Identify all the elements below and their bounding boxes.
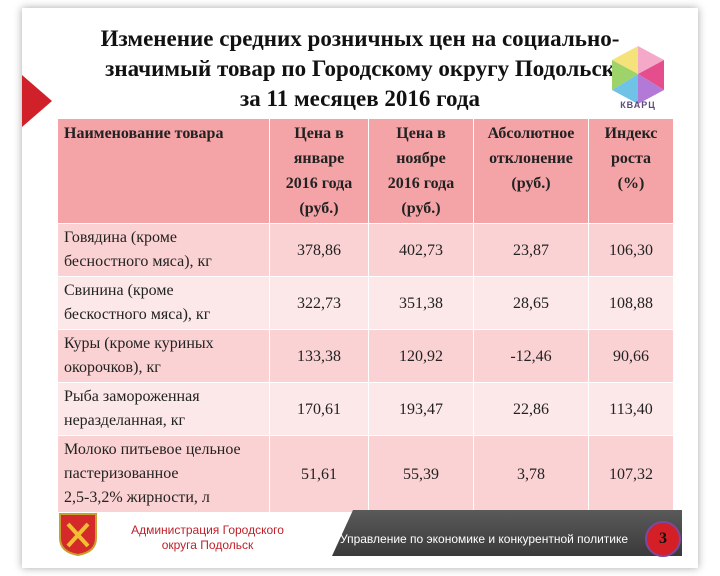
table-cell: 170,61 [269,382,369,436]
product-name: Куры (кроме куриных окорочков), кг [57,329,270,383]
page-number: 3 [645,521,681,557]
coat-of-arms [59,513,97,556]
table-cell: 90,66 [588,329,674,383]
table-row: Молоко питьевое цельное пастеризованное 2,… [57,435,674,513]
title: Изменение средних розничных цен на социа… [60,24,660,114]
column-header-line: 2016 года [285,175,353,192]
product-name-line: Молоко питьевое цельное [64,441,241,458]
table-cell: 28,65 [473,276,589,330]
logo-graphic [612,46,664,104]
administration-line: Администрация Городского [131,523,284,537]
header-row: Наименование товара Цена в январе 2016 года… [57,118,674,224]
product-name-line: окорочков), кг [64,359,161,376]
column-header-line: отклонение [489,150,573,167]
column-header-line: ноябре [396,150,446,167]
column-header: Цена в ноябре 2016 года (руб.) [368,118,474,224]
product-name-line: Рыба замороженная [64,388,200,405]
column-header-line: (руб.) [299,200,339,217]
title-line: за 11 месяцев 2016 года [239,86,480,111]
table-row: Свинина (кроме бескостного мяса), кг 322,7… [57,276,674,330]
table-cell: 108,88 [588,276,674,330]
column-header-line: Абсолютное [487,125,575,142]
column-header-line: (руб.) [401,200,441,217]
title-line: Изменение средних розничных цен на социа… [100,26,620,51]
price-table: Наименование товара Цена в январе 2016 года… [57,118,674,513]
column-header-line: Цена в [396,125,446,142]
table-cell: 351,38 [368,276,474,330]
product-name-line: Свинина (кроме [64,282,174,299]
table-cell: 22,86 [473,382,589,436]
product-name-line: 2,5-3,2% жирности, л [64,489,210,506]
column-header-line: роста [610,150,652,167]
column-header-line: 2016 года [387,175,455,192]
table-cell: 113,40 [588,382,674,436]
table-cell: 106,30 [588,223,674,277]
product-name-line: бесностного мяса), кг [64,253,212,270]
administration-line: округа Подольск [161,538,254,552]
product-name: Рыба замороженная неразделанная, кг [57,382,270,436]
footer-band [332,510,682,556]
administration-text: Администрация Городского округа Подольск [110,523,305,553]
column-header-line: январе [293,150,345,167]
logo-text: КВАРЦ [620,100,656,110]
column-header: Наименование товара [57,118,270,224]
department-text: Управление по экономике и конкурентной п… [340,532,629,546]
product-name-line: Говядина (кроме [64,229,177,246]
table-cell: 3,78 [473,435,589,513]
column-header: Цена в январе 2016 года (руб.) [269,118,369,224]
column-header-line: (%) [617,175,645,192]
title-line: значимый товар по Городскому округу Подо… [105,56,615,81]
red-triangle [22,75,52,127]
product-name-line: пастеризованное [64,465,179,482]
table-cell: 55,39 [368,435,474,513]
product-name-line: неразделанная, кг [64,412,186,429]
product-name: Свинина (кроме бескостного мяса), кг [57,276,270,330]
column-header: Индекс роста (%) [588,118,674,224]
table-row: Рыба замороженная неразделанная, кг 170,61… [57,382,674,436]
column-header-line: Наименование товара [64,125,224,142]
table-cell: -12,46 [473,329,589,383]
table-cell: 133,38 [269,329,369,383]
table-cell: 378,86 [269,223,369,277]
table-row: Говядина (кроме бесностного мяса), кг 378,… [57,223,674,277]
table-cell: 402,73 [368,223,474,277]
product-name: Молоко питьевое цельное пастеризованное 2,… [57,435,270,513]
table-cell: 23,87 [473,223,589,277]
column-header: Абсолютное отклонение (руб.) [473,118,589,224]
product-name: Говядина (кроме бесностного мяса), кг [57,223,270,277]
column-header-line: Индекс [604,125,658,142]
table-cell: 51,61 [269,435,369,513]
table-row: Куры (кроме куриных окорочков), кг 133,38 1… [57,329,674,383]
table-cell: 107,32 [588,435,674,513]
product-name-line: Куры (кроме куриных [64,335,214,352]
column-header-line: (руб.) [511,175,551,192]
product-name-line: бескостного мяса), кг [64,306,211,323]
table-cell: 193,47 [368,382,474,436]
table-cell: 322,73 [269,276,369,330]
table-cell: 120,92 [368,329,474,383]
column-header-line: Цена в [294,125,344,142]
